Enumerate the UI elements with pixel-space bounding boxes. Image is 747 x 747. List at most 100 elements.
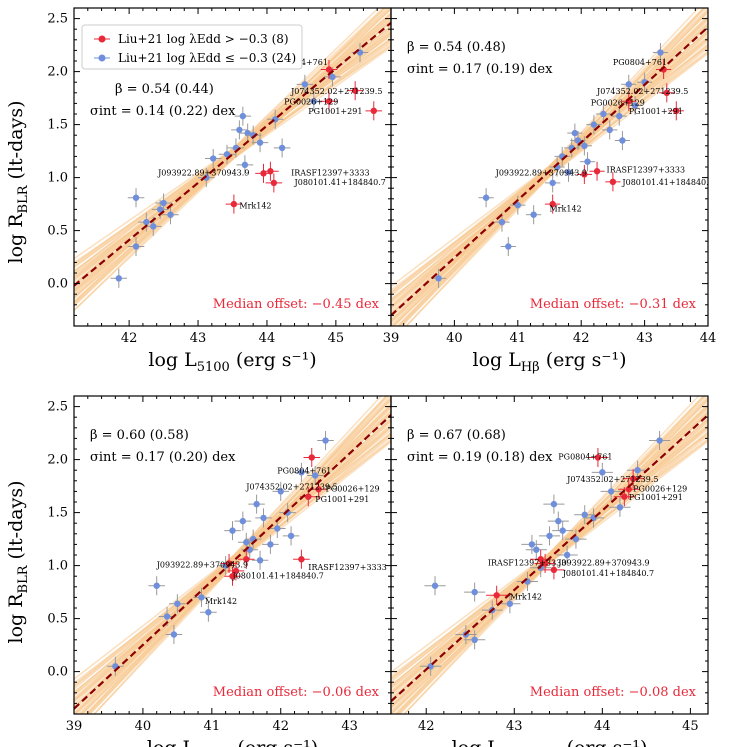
data-point-blue bbox=[272, 481, 290, 501]
data-point-blue bbox=[169, 594, 186, 614]
point-marker bbox=[278, 144, 286, 152]
data-point-red bbox=[605, 172, 621, 192]
data-point-blue bbox=[600, 481, 622, 501]
point-marker bbox=[170, 631, 178, 638]
data-point-blue bbox=[521, 534, 543, 554]
data-point-red bbox=[589, 161, 605, 181]
data-point-blue bbox=[234, 511, 252, 531]
data-point-blue bbox=[591, 462, 613, 482]
data-point-blue bbox=[224, 521, 241, 541]
data-point-blue bbox=[110, 268, 128, 288]
best-fit-line bbox=[74, 414, 391, 710]
object-label: J074352.02+271239.5 bbox=[290, 87, 382, 96]
data-point-blue bbox=[595, 104, 611, 124]
data-point-red bbox=[224, 566, 241, 586]
point-marker bbox=[325, 66, 333, 73]
point-marker bbox=[594, 454, 602, 461]
y-axis-label-top-sub: BLR bbox=[16, 184, 31, 213]
point-marker bbox=[287, 532, 295, 540]
object-label: J093922.89+370943.9 bbox=[157, 168, 249, 177]
point-marker bbox=[239, 517, 247, 525]
data-point-red bbox=[225, 194, 243, 214]
object-label: IRASF12397+3333 bbox=[607, 165, 686, 174]
point-marker bbox=[229, 573, 236, 580]
point-marker bbox=[599, 469, 606, 476]
x-axis-label-tail: (erg s⁻¹) bbox=[540, 349, 627, 371]
data-point-blue bbox=[464, 630, 486, 650]
point-marker bbox=[156, 206, 164, 213]
beta-text: β = 0.54 (0.48) bbox=[407, 40, 506, 55]
point-marker bbox=[431, 582, 439, 589]
point-marker bbox=[498, 218, 506, 226]
object-label: PG0026+129 bbox=[284, 97, 338, 106]
object-label: PG0026+129 bbox=[591, 99, 645, 108]
point-marker bbox=[482, 194, 490, 201]
object-label: PG0026+129 bbox=[633, 484, 687, 493]
point-marker bbox=[310, 98, 318, 105]
point-marker bbox=[673, 107, 680, 115]
data-point-red bbox=[668, 101, 684, 121]
x-tick-label: 42 bbox=[418, 719, 435, 734]
object-label: PG0804+761 bbox=[558, 453, 612, 462]
y-tick-label: 1.5 bbox=[47, 506, 68, 521]
data-point-blue bbox=[576, 136, 592, 156]
data-point-blue bbox=[579, 152, 596, 172]
point-marker bbox=[584, 158, 591, 165]
point-marker bbox=[210, 155, 217, 162]
x-axis-label: log L[OIII] (erg s⁻¹) bbox=[147, 737, 318, 747]
point-marker bbox=[256, 139, 264, 146]
data-point-red bbox=[265, 173, 283, 193]
object-label: Mrk142 bbox=[205, 597, 237, 606]
point-marker bbox=[550, 500, 558, 508]
legend-blue-label: Liu+21 log λEdd ≤ −0.3 (24) bbox=[118, 51, 296, 65]
x-axis-label-main: log L bbox=[473, 349, 522, 371]
x-tick-label: 41 bbox=[204, 719, 221, 734]
data-point-red bbox=[545, 194, 561, 214]
fit-realisation-line bbox=[85, 396, 383, 714]
point-marker bbox=[132, 243, 140, 250]
point-marker bbox=[435, 275, 442, 282]
point-marker bbox=[298, 556, 305, 563]
x-axis-label-tail: (erg s⁻¹) bbox=[231, 737, 318, 747]
data-point-blue bbox=[305, 91, 323, 111]
point-marker bbox=[471, 588, 478, 596]
y-axis-label-top-main: log R bbox=[5, 213, 27, 264]
fit-realisation-line bbox=[395, 396, 700, 714]
data-point-blue bbox=[478, 188, 494, 208]
x-tick-label: 40 bbox=[135, 719, 152, 734]
x-tick-label: 39 bbox=[383, 331, 400, 346]
point-marker bbox=[506, 600, 514, 607]
data-point-blue bbox=[148, 576, 165, 596]
object-label: IRASF12397+3333 bbox=[488, 559, 567, 568]
point-marker bbox=[625, 81, 632, 88]
sigma-text: σint = 0.17 (0.19) dex bbox=[407, 62, 553, 77]
y-axis-label-bottom-sub: BLR bbox=[16, 564, 31, 593]
point-marker bbox=[244, 129, 251, 137]
point-marker bbox=[198, 594, 205, 601]
point-marker bbox=[581, 511, 588, 518]
data-point-blue bbox=[621, 74, 637, 94]
point-marker bbox=[559, 527, 566, 534]
object-label: PG1001+291 bbox=[629, 493, 683, 502]
legend-red-marker bbox=[98, 35, 106, 43]
object-label: J093922.89+370943.9 bbox=[557, 559, 649, 568]
data-point-red bbox=[293, 549, 310, 569]
median-offset-text: Median offset: −0.06 dex bbox=[213, 685, 380, 700]
best-fit-line bbox=[74, 21, 391, 287]
point-marker bbox=[329, 73, 336, 81]
legend-red-label: Liu+21 log λEdd > −0.3 (8) bbox=[118, 32, 289, 46]
point-marker bbox=[505, 243, 512, 250]
data-point-blue bbox=[560, 162, 577, 182]
object-label: J080101.41+184840.7 bbox=[232, 571, 324, 580]
point-marker bbox=[572, 535, 580, 543]
fit-realisation-line bbox=[405, 8, 705, 326]
data-point-blue bbox=[586, 115, 602, 135]
data-point-blue bbox=[627, 95, 643, 116]
data-point-blue bbox=[464, 582, 486, 602]
point-marker bbox=[656, 437, 663, 444]
point-marker bbox=[616, 112, 623, 120]
point-marker bbox=[657, 49, 664, 56]
point-marker bbox=[160, 199, 167, 207]
